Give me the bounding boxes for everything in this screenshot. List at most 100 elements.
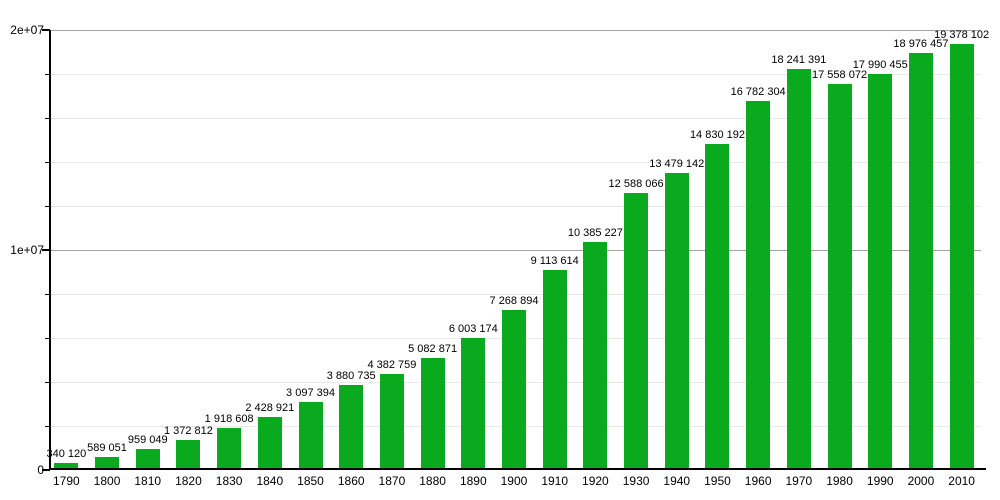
y-minor-tick-mark	[45, 162, 50, 163]
y-minor-tick-mark	[45, 74, 50, 75]
bar-1960	[746, 100, 771, 470]
gridline-minor	[50, 74, 981, 75]
x-tick-label: 1870	[378, 474, 406, 488]
x-tick-label: 1990	[866, 474, 894, 488]
x-axis-line	[49, 468, 986, 470]
gridline-major	[50, 250, 981, 251]
bar-group-1890: 6 003 174 1890	[449, 30, 498, 488]
x-tick-label: 1810	[134, 474, 162, 488]
bar-1910	[542, 269, 567, 470]
bar-value-label: 16 782 304	[730, 85, 786, 98]
y-axis-line	[49, 30, 51, 470]
bar-1860	[339, 384, 364, 470]
bar-2010	[949, 43, 974, 470]
bar-value-label: 17 990 455	[852, 59, 908, 72]
bar-group-1850: 3 097 394 1850	[286, 30, 335, 488]
y-minor-tick-mark	[45, 118, 50, 119]
x-tick-label: 1880	[419, 474, 446, 488]
bar-value-label: 12 588 066	[608, 178, 664, 191]
bar-group-1920: 10 385 227 1920	[568, 30, 623, 488]
bar-1900	[501, 310, 526, 470]
bar-group-2010: 19 378 102 2010	[934, 29, 989, 488]
x-tick-label: 2010	[948, 474, 975, 488]
bar-1940	[664, 173, 689, 470]
y-tick-label: 1e+07	[10, 243, 44, 257]
bar-value-label: 6 003 174	[448, 322, 498, 335]
bar-value-label: 2 428 921	[245, 401, 295, 414]
bar-group-1970: 18 241 391 1970	[771, 30, 826, 488]
x-tick-label: 1860	[337, 474, 365, 488]
bar-1920	[583, 241, 608, 470]
bar-group-1830: 1 918 608 1830	[205, 30, 254, 488]
x-tick-label: 1830	[215, 474, 243, 488]
x-tick-label: 1940	[663, 474, 691, 488]
bar-group-1880: 5 082 871 1880	[408, 30, 457, 487]
bar-2000	[908, 52, 933, 470]
bar-value-label: 3 880 735	[326, 369, 376, 382]
bars-layer: 340 120 1790 589 051 1800 959 049 1810 1 372 8…	[46, 29, 989, 488]
x-tick-label: 1910	[541, 474, 569, 488]
bar-1950	[705, 143, 730, 470]
bar-value-label: 589 051	[87, 442, 127, 455]
bar-group-1940: 13 479 142 1940	[649, 30, 704, 487]
bar-group-1840: 2 428 921 1840	[245, 30, 294, 488]
bar-value-label: 340 120	[46, 447, 87, 460]
x-tick-label: 1930	[622, 474, 650, 488]
bar-group-1930: 12 588 066 1930	[609, 30, 664, 487]
x-tick-label: 1970	[785, 474, 813, 488]
y-minor-tick-mark	[45, 338, 50, 339]
bar-1890	[461, 337, 486, 470]
x-tick-label: 1840	[256, 474, 284, 488]
x-tick-label: 1900	[500, 474, 528, 488]
x-tick-label: 1920	[582, 474, 609, 488]
bar-1930	[624, 193, 649, 470]
bar-group-1870: 4 382 759 1870	[367, 30, 416, 488]
x-tick-label: 1950	[704, 474, 731, 488]
gridline-major	[50, 30, 981, 31]
bar-value-label: 9 113 614	[530, 254, 579, 267]
x-tick-label: 1790	[52, 474, 80, 488]
bar-group-1950: 14 830 192 1950	[690, 30, 745, 488]
y-minor-tick-mark	[45, 382, 50, 383]
bar-value-label: 14 830 192	[689, 128, 745, 141]
x-tick-label: 1890	[459, 474, 487, 488]
bar-1880	[420, 358, 445, 470]
bar-group-1990: 17 990 455 1990	[853, 30, 908, 487]
bar-value-label: 18 976 457	[893, 37, 949, 50]
bar-group-1800: 589 051 1800	[87, 30, 128, 487]
x-tick-label: 1850	[297, 474, 324, 488]
x-tick-label: 1820	[175, 474, 202, 488]
bar-group-1860: 3 880 735 1860	[327, 30, 376, 488]
bar-1870	[379, 373, 404, 470]
bar-value-label: 18 241 391	[771, 53, 827, 66]
bar-group-1810: 959 049 1810	[127, 30, 168, 488]
bar-1850	[298, 401, 323, 470]
x-tick-label: 2000	[907, 474, 935, 488]
gridline-minor	[50, 206, 981, 207]
bar-1800	[95, 457, 120, 470]
bar-value-label: 959 049	[127, 433, 168, 446]
bar-value-label: 19 378 102	[934, 28, 990, 41]
bar-1990	[868, 74, 893, 470]
bar-group-2000: 18 976 457 2000	[893, 30, 948, 488]
y-minor-tick-mark	[45, 426, 50, 427]
y-tick-mark	[42, 249, 50, 251]
y-minor-tick-mark	[45, 206, 50, 207]
bar-value-label: 13 479 142	[649, 158, 705, 171]
bar-1830	[217, 427, 242, 470]
bar-value-label: 7 268 894	[489, 295, 539, 308]
bar-group-1790: 340 120 1790	[46, 30, 87, 488]
gridline-minor	[50, 118, 981, 119]
bar-value-label: 3 097 394	[286, 386, 335, 399]
bar-1980	[827, 83, 852, 470]
bar-1970	[786, 68, 811, 470]
bar-value-label: 17 558 072	[812, 68, 868, 81]
y-minor-tick-mark	[45, 294, 50, 295]
x-tick-label: 1980	[826, 474, 853, 488]
bar-group-1910: 9 113 614 1910	[531, 30, 579, 488]
bar-value-label: 1 918 608	[204, 412, 254, 425]
bar-group-1820: 1 372 812 1820	[164, 30, 213, 488]
bar-1810	[135, 448, 160, 470]
bar-value-label: 5 082 871	[408, 343, 458, 356]
